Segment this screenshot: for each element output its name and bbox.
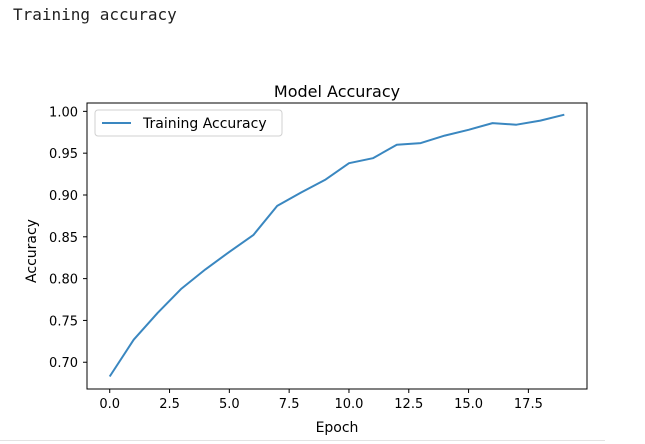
y-tick-label: 0.95 [49, 147, 78, 162]
y-tick-label: 1.00 [49, 105, 78, 120]
x-tick-label: 17.5 [514, 397, 543, 412]
y-tick-label: 0.80 [49, 273, 78, 288]
series-layer [108, 113, 565, 378]
x-axis-label: Epoch [316, 420, 359, 436]
y-tick-label: 0.75 [49, 314, 78, 329]
y-tick-label: 0.90 [49, 189, 78, 204]
x-tick-label: 12.5 [394, 397, 423, 412]
x-tick-label: 7.5 [279, 397, 300, 412]
plot-frame [86, 102, 588, 390]
legend: Training Accuracy [94, 109, 283, 137]
x-tick-label: 10.0 [334, 397, 363, 412]
legend-label: Training Accuracy [142, 116, 267, 132]
y-tick-label: 0.85 [49, 231, 78, 246]
divider [0, 440, 605, 441]
y-tick-label: 0.70 [49, 356, 78, 371]
y-axis-label: Accuracy [24, 219, 40, 283]
output-label: Training accuracy [13, 5, 177, 24]
y-axis-ticks: 0.70 0.75 0.80 0.85 0.90 0.95 1.00 [49, 105, 87, 371]
x-axis-ticks: 0.0 2.5 5.0 7.5 10.0 12.5 15.0 17.5 [99, 389, 543, 412]
x-tick-label: 15.0 [454, 397, 483, 412]
series-line [108, 113, 565, 378]
x-tick-label: 2.5 [159, 397, 180, 412]
x-tick-label: 5.0 [219, 397, 240, 412]
legend-box [94, 109, 283, 137]
chart-title: Model Accuracy [274, 82, 400, 101]
x-tick-label: 0.0 [99, 397, 120, 412]
